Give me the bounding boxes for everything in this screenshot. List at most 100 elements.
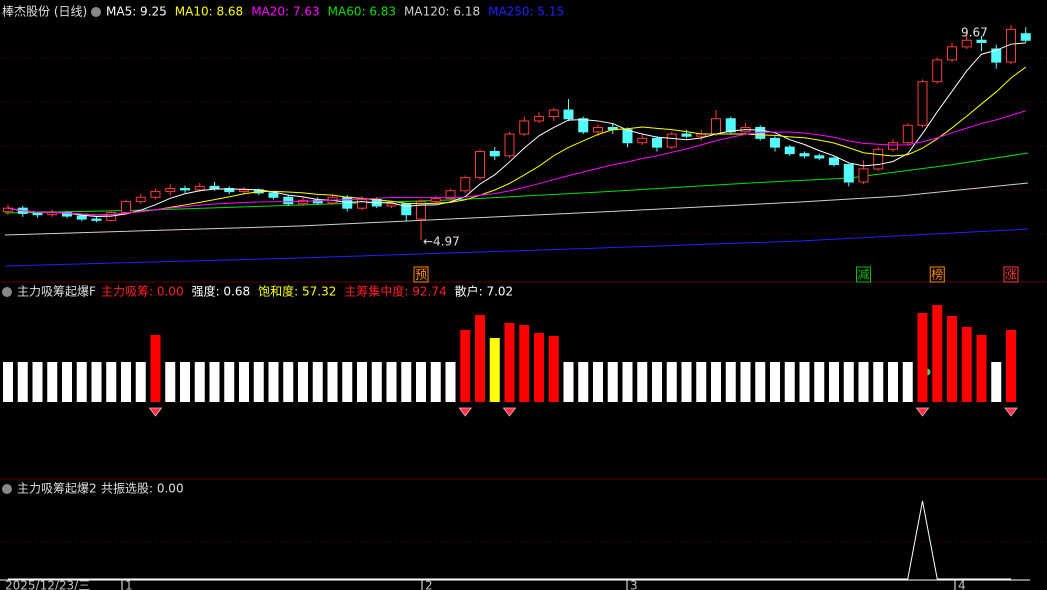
candle-body bbox=[416, 201, 426, 220]
indicator-bar bbox=[534, 333, 544, 402]
candle-body bbox=[593, 126, 603, 133]
indicator-bar bbox=[681, 362, 692, 402]
indicator-bar bbox=[932, 305, 943, 402]
indicator-bar bbox=[209, 362, 220, 402]
marker-label: 涨 bbox=[1005, 267, 1017, 282]
candle-body bbox=[312, 199, 323, 204]
candle-body bbox=[298, 199, 308, 205]
candle-body bbox=[386, 203, 397, 207]
indicator-bar bbox=[799, 362, 810, 402]
candle-body bbox=[711, 118, 721, 135]
signal-gem bbox=[1004, 407, 1018, 417]
toggle-icon[interactable] bbox=[91, 7, 101, 17]
candle-body bbox=[209, 185, 220, 190]
indicator-bar bbox=[637, 362, 648, 402]
indicator-name: 主力吸筹起爆2 bbox=[17, 482, 97, 496]
candle-body bbox=[504, 133, 515, 157]
candle-body bbox=[681, 133, 692, 137]
ma60-line bbox=[4, 152, 1029, 214]
candle-body bbox=[932, 59, 943, 83]
toggle-icon[interactable] bbox=[2, 287, 12, 297]
indicator-value: 饱和度: 57.32 bbox=[258, 284, 336, 299]
ma120-line bbox=[4, 182, 1029, 236]
marker-box bbox=[856, 266, 871, 283]
date-label: 1 bbox=[125, 579, 133, 590]
signal-line bbox=[8, 500, 1011, 580]
signal-gem bbox=[458, 407, 473, 417]
candle-body bbox=[976, 39, 987, 43]
indicator-legend: 主力吸筹: 0.00 强度: 0.68 饱和度: 57.32 主筹集中度: 92.74… bbox=[101, 284, 513, 299]
indicator-name: 主力吸筹起爆F bbox=[17, 285, 96, 299]
indicator-bar bbox=[180, 362, 190, 402]
indicator-bar bbox=[607, 362, 618, 402]
indicator-bar bbox=[991, 362, 1002, 402]
candle-body bbox=[460, 177, 471, 192]
indicator-bar bbox=[947, 316, 957, 402]
candle-body bbox=[475, 150, 485, 179]
marker-box bbox=[413, 266, 429, 283]
candle-body bbox=[652, 137, 662, 148]
indicator-bar bbox=[563, 362, 574, 402]
candle-body bbox=[829, 157, 839, 166]
candle-body bbox=[902, 124, 913, 144]
candle-body bbox=[961, 39, 972, 48]
candle-body bbox=[194, 185, 205, 191]
indicator-bar bbox=[902, 362, 913, 402]
ma-label: MA250: 5.15 bbox=[488, 5, 564, 19]
candle-body bbox=[239, 189, 249, 193]
indicator-value: 共振选股: 0.00 bbox=[101, 482, 184, 496]
signal-gem bbox=[148, 407, 163, 417]
ma-line bbox=[7, 110, 1026, 216]
indicator-bar bbox=[1006, 330, 1016, 402]
candle-body bbox=[991, 48, 1002, 63]
indicator-bar bbox=[873, 362, 884, 402]
candle-body bbox=[32, 212, 43, 216]
indicator-bar bbox=[888, 362, 898, 402]
indicator-bar bbox=[666, 362, 677, 402]
candle-body bbox=[888, 142, 898, 150]
indicator-bar bbox=[106, 362, 117, 402]
indicator-bar bbox=[843, 362, 854, 402]
indicator-bar bbox=[976, 335, 987, 402]
candle-body bbox=[445, 190, 456, 200]
candle-body bbox=[519, 120, 530, 135]
candle-body bbox=[843, 164, 854, 183]
indicator-bar bbox=[917, 313, 928, 402]
candle-body bbox=[578, 118, 589, 133]
date-label: 3 bbox=[630, 579, 638, 590]
indicator-bar bbox=[150, 335, 161, 402]
marker-box bbox=[1003, 266, 1019, 283]
indicator-value: 强度: 0.68 bbox=[192, 284, 251, 299]
indicator-bar bbox=[224, 362, 235, 402]
indicator-value: 主筹集中度: 92.74 bbox=[344, 284, 446, 299]
indicator-bar bbox=[135, 362, 146, 402]
indicator-bar bbox=[298, 362, 308, 402]
indicator-bar bbox=[961, 327, 972, 402]
indicator-bar bbox=[371, 362, 382, 402]
candle-body bbox=[357, 198, 367, 209]
indicator-value: 散户: 7.02 bbox=[455, 284, 514, 299]
indicator-bar bbox=[401, 362, 412, 402]
candle-body bbox=[135, 196, 146, 203]
indicator-bar bbox=[475, 315, 485, 402]
indicator-bar bbox=[327, 362, 338, 402]
marker-label: 预 bbox=[415, 268, 427, 282]
indicator-bar bbox=[253, 362, 264, 402]
candle-body bbox=[489, 150, 500, 157]
stock-title: 棒杰股份 (日线) bbox=[2, 5, 87, 19]
ma-label: MA60: 6.83 bbox=[328, 5, 396, 19]
indicator-bar bbox=[519, 325, 530, 402]
candle-body bbox=[799, 153, 810, 157]
candle-body bbox=[873, 148, 884, 170]
ma-line bbox=[7, 66, 1027, 216]
candle-body bbox=[858, 168, 869, 183]
candle-body bbox=[534, 116, 544, 122]
candle-body bbox=[637, 137, 648, 144]
toggle-icon[interactable] bbox=[2, 484, 12, 494]
candle-body bbox=[725, 118, 736, 133]
indicator-bar bbox=[829, 362, 839, 402]
candle-body bbox=[91, 218, 102, 221]
indicator-bar bbox=[445, 362, 456, 402]
indicator-bar bbox=[740, 362, 751, 402]
